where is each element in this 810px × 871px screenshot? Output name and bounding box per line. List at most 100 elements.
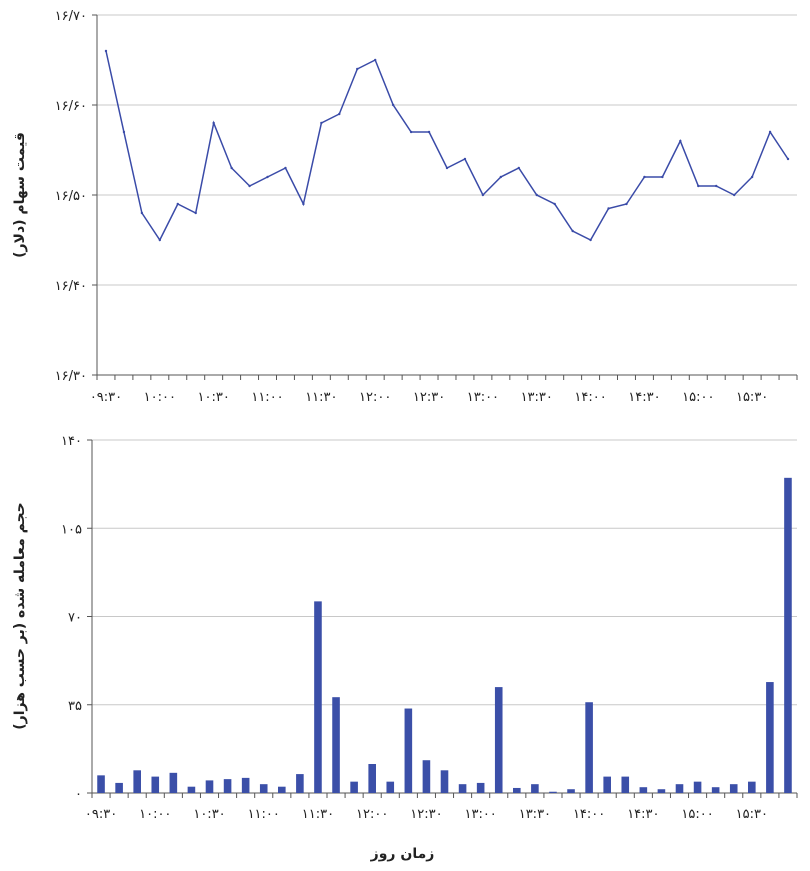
- x-tick-label: ۱۵:۰۰: [682, 390, 714, 405]
- x-tick-label: ۱۱:۰۰: [251, 390, 283, 405]
- volume-bar: [97, 775, 105, 793]
- price-point: [715, 184, 718, 188]
- y-tick-label: ۰: [75, 787, 82, 802]
- y-tick-label: ۱۰۵: [61, 522, 82, 537]
- y-axis-title: حجم معامله شده (بر حسب هزار): [12, 502, 28, 730]
- price-point: [248, 184, 251, 188]
- price-point: [607, 207, 610, 210]
- volume-bar: [693, 781, 702, 793]
- price-point: [212, 121, 215, 125]
- volume-bar: [603, 776, 611, 793]
- x-tick-label: ۱۳:۰۰: [464, 807, 496, 822]
- price-point: [122, 130, 126, 134]
- volume-bar: [784, 477, 792, 793]
- price-point: [266, 175, 269, 179]
- price-point: [409, 130, 413, 134]
- x-tick-label: ۱۰:۳۰: [198, 390, 230, 405]
- volume-bar: [675, 784, 684, 793]
- volume-bar: [531, 784, 539, 793]
- price-point: [589, 238, 592, 242]
- volume-bar: [549, 791, 557, 793]
- y-tick-label: ۱۶/۷۰: [55, 9, 87, 24]
- volume-bar: [169, 772, 178, 793]
- x-tick-label: ۱۲:۰۰: [359, 390, 391, 405]
- x-tick-label: ۱۰:۰۰: [139, 807, 171, 822]
- price-point: [104, 49, 108, 53]
- price-point: [158, 238, 162, 242]
- price-point: [356, 67, 359, 71]
- volume-bar: [476, 782, 485, 793]
- volume-bar: [187, 786, 196, 793]
- x-tick-label: ۱۴:۰۰: [574, 390, 606, 405]
- price-point: [463, 157, 467, 161]
- price-point: [140, 211, 144, 215]
- volume-bar: [458, 784, 467, 793]
- price-point: [481, 193, 485, 197]
- x-tick-label: ۱۵:۰۰: [681, 807, 713, 822]
- x-tick-label: ۱۳:۳۰: [519, 807, 551, 822]
- volume-bar: [639, 787, 648, 793]
- x-tick-label: ۱۲:۳۰: [410, 807, 442, 822]
- volume-bar: [133, 770, 141, 793]
- price-point: [571, 229, 574, 233]
- price-point: [320, 121, 323, 125]
- price-point: [786, 157, 790, 161]
- volume-bar: [241, 777, 250, 793]
- x-axis-title: زمان روز: [370, 846, 435, 862]
- price-point: [284, 166, 287, 170]
- price-point: [679, 139, 682, 143]
- y-tick-label: ۱۶/۵۰: [55, 189, 87, 204]
- y-tick-label: ۷۰: [68, 611, 82, 626]
- price-point: [338, 112, 341, 116]
- price-point: [732, 193, 736, 197]
- volume-bar: [404, 708, 413, 793]
- volume-bar: [422, 760, 431, 793]
- volume-bar: [729, 784, 738, 793]
- volume-bar: [296, 774, 304, 793]
- volume-bar: [278, 786, 286, 793]
- volume-bar: [440, 770, 449, 793]
- x-tick-label: ۱۱:۳۰: [305, 390, 337, 405]
- x-tick-label: ۱۰:۰۰: [144, 390, 176, 405]
- volume-bar: [567, 789, 575, 793]
- price-point: [499, 175, 503, 179]
- x-tick-label: ۱۲:۳۰: [413, 390, 445, 405]
- price-point: [535, 193, 538, 197]
- price-point: [625, 202, 628, 206]
- price-chart: ۱۶/۳۰ ۱۶/۴۰ ۱۶/۵۰ ۱۶/۶۰ ۱۶/۷۰ ۰۹:۳۰ ۱۰:۰۰ ۱۰:۳۰…: [12, 9, 798, 405]
- x-tick-label: ۱۱:۰۰: [248, 807, 280, 822]
- price-point: [230, 166, 233, 170]
- volume-bar: [748, 781, 756, 793]
- price-point: [302, 202, 305, 206]
- price-point: [445, 166, 449, 170]
- y-tick-label: ۱۶/۳۰: [55, 369, 87, 384]
- price-point: [750, 175, 754, 179]
- price-point: [194, 211, 197, 215]
- volume-bar: [205, 780, 214, 793]
- x-tick-label: ۱۴:۳۰: [627, 807, 659, 822]
- volume-bar: [350, 781, 358, 793]
- price-point: [643, 175, 646, 179]
- price-line: [105, 50, 789, 242]
- volume-bar: [314, 601, 322, 793]
- price-point: [427, 130, 431, 134]
- x-tick-label: ۱۴:۰۰: [573, 807, 605, 822]
- volume-bar: [223, 779, 232, 793]
- x-tick-label: ۱۵:۳۰: [736, 390, 768, 405]
- x-tick-label: ۱۴:۳۰: [628, 390, 660, 405]
- volume-bar: [711, 787, 720, 793]
- price-point: [661, 175, 664, 179]
- volume-bar: [494, 687, 503, 793]
- volume-bar: [766, 682, 774, 793]
- x-tick-label: ۱۲:۰۰: [356, 807, 388, 822]
- price-point: [697, 184, 700, 188]
- y-tick-label: ۱۴۰: [61, 434, 82, 449]
- price-point: [374, 58, 377, 62]
- x-tick-label: ۱۳:۰۰: [467, 390, 499, 405]
- x-tick-label: ۱۰:۳۰: [193, 807, 225, 822]
- volume-bar: [115, 782, 123, 793]
- price-point: [768, 130, 772, 134]
- x-tick-label: ۰۹:۳۰: [90, 390, 122, 405]
